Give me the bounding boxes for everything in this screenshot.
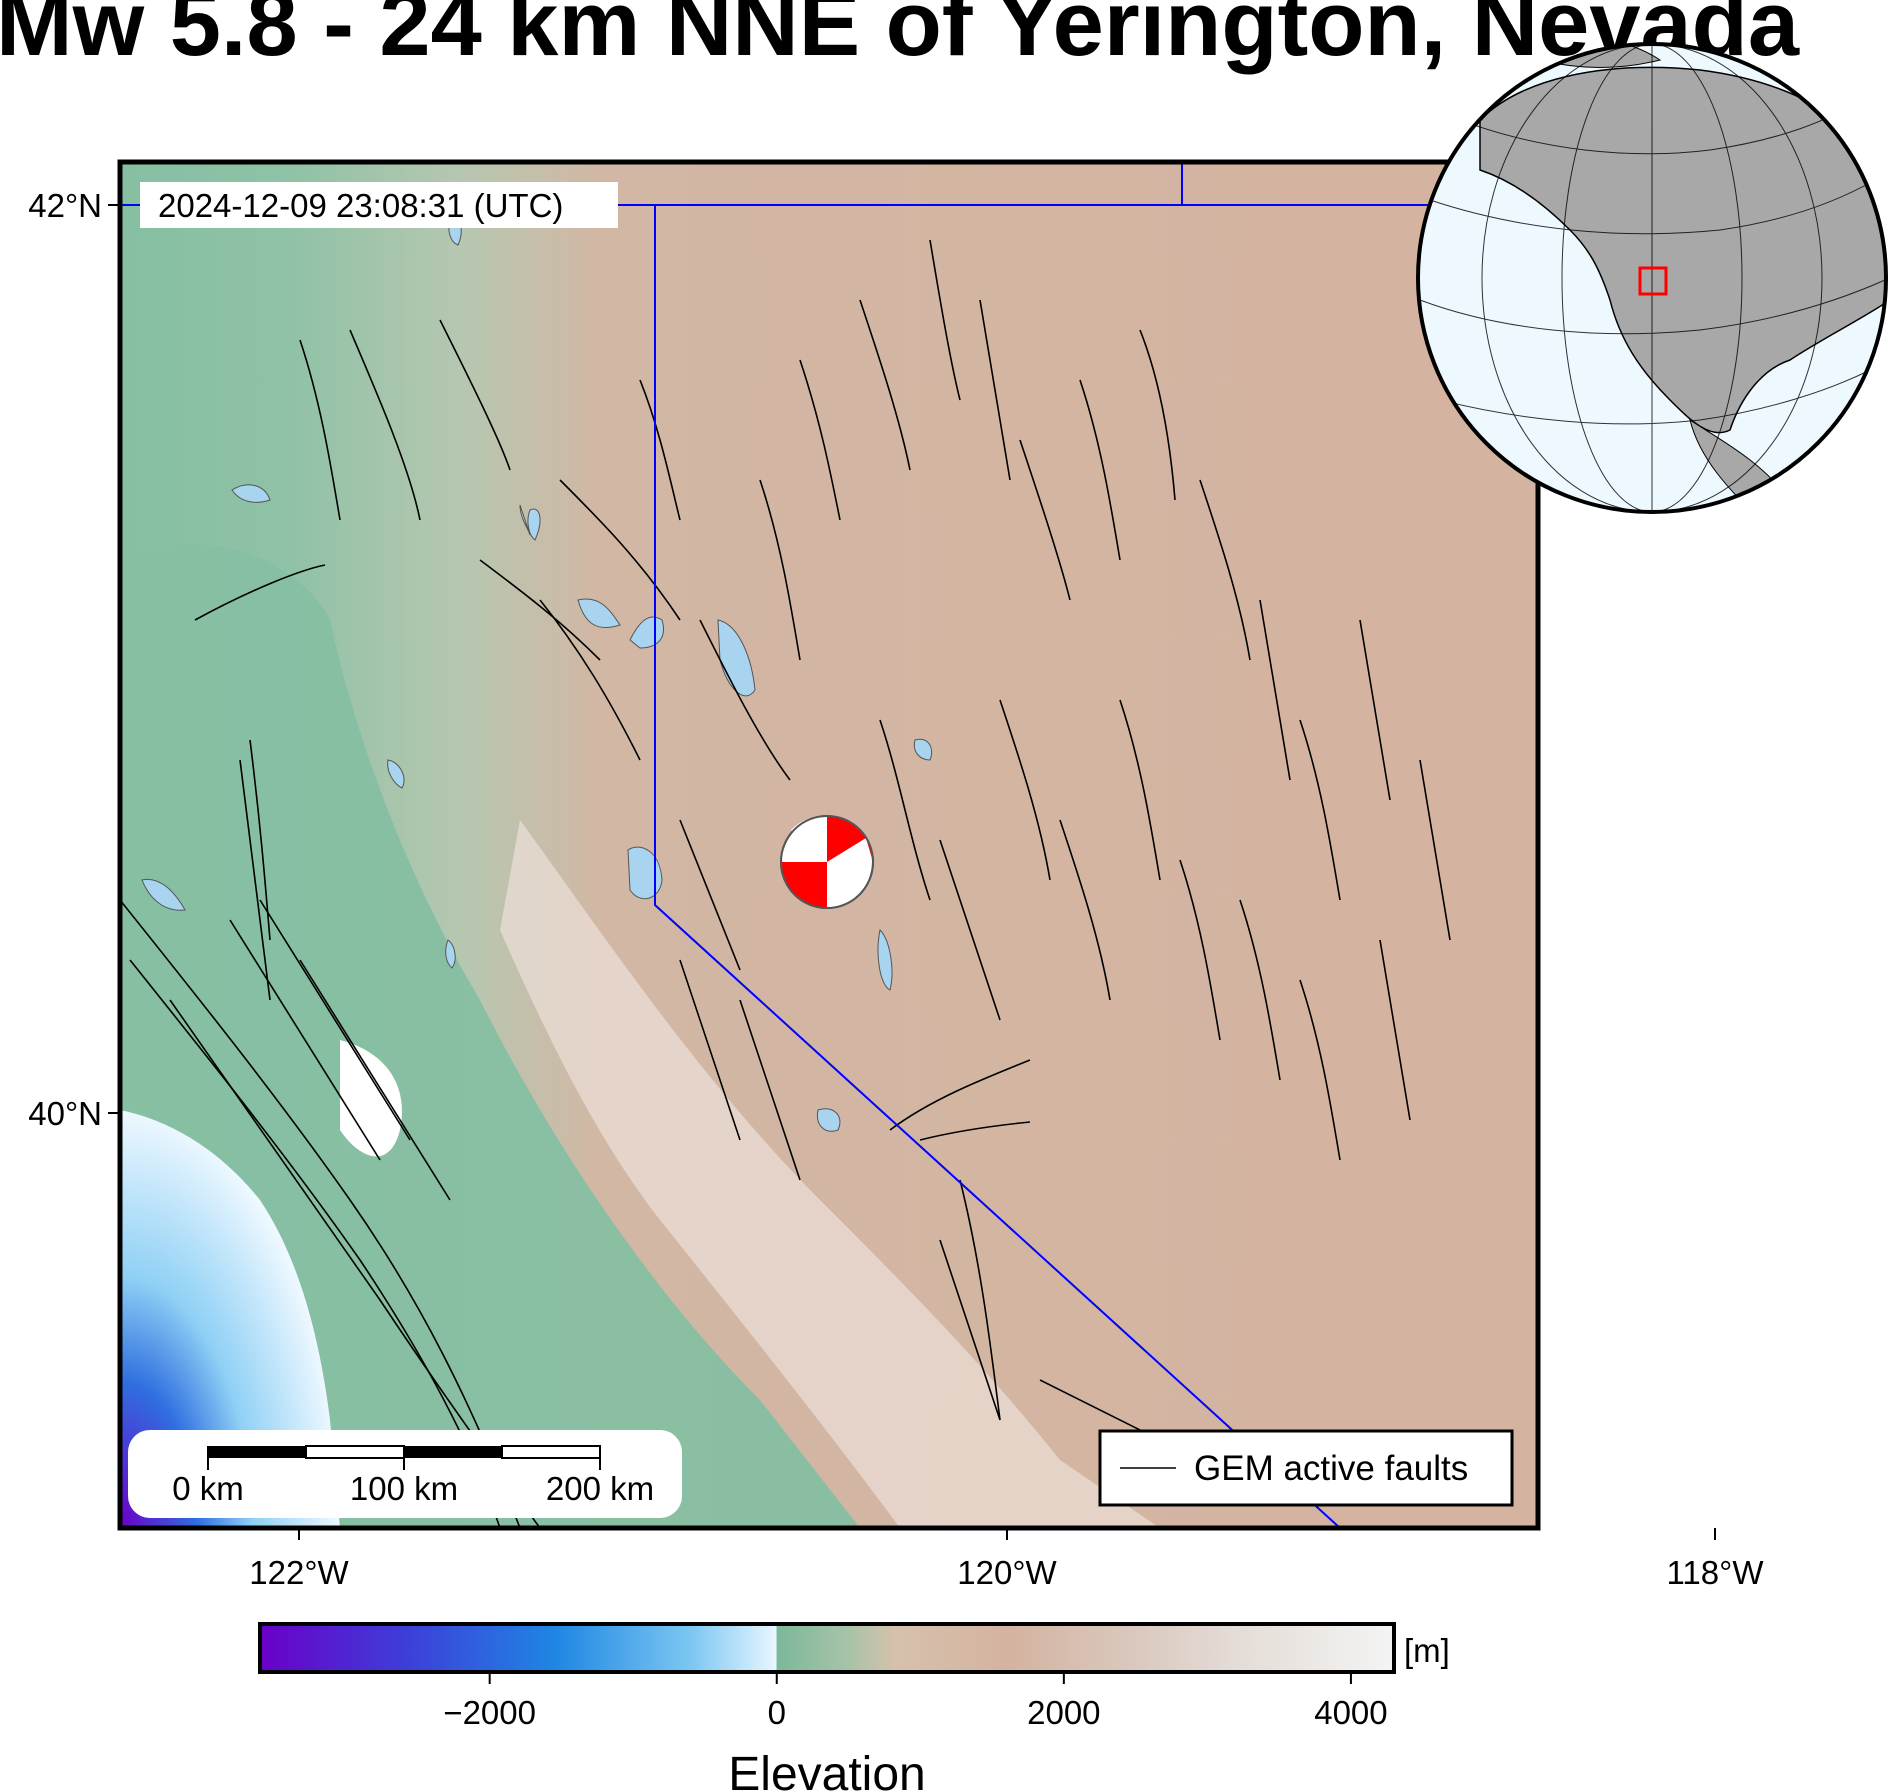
colorbar: −2000 0 2000 4000 [m] Elevation — [258, 1622, 1450, 1792]
sierra-nevada — [500, 820, 1160, 1528]
scale-bar: 0 km 100 km 200 km — [128, 1430, 682, 1518]
colorbar-tick-label: 4000 — [1314, 1694, 1387, 1731]
central-valley — [120, 543, 860, 1528]
inset-north-america — [1479, 66, 1886, 434]
pacific-ocean — [120, 1110, 340, 1528]
scale-label-200: 200 km — [546, 1470, 654, 1507]
sf-bay — [340, 1040, 402, 1157]
colorbar-ramp — [258, 1622, 1396, 1674]
colorbar-title: Elevation — [728, 1748, 925, 1792]
scale-label-100: 100 km — [350, 1470, 458, 1507]
lat-tick-label: 40°N — [28, 1095, 102, 1132]
timestamp-box: 2024-12-09 23:08:31 (UTC) — [140, 182, 618, 228]
focal-mechanism-beachball[interactable] — [780, 815, 874, 909]
inset-globe — [1416, 42, 1888, 514]
scale-label-0: 0 km — [172, 1470, 244, 1507]
lat-tick-label: 42°N — [28, 187, 102, 224]
lon-tick-label: 122°W — [249, 1554, 349, 1591]
latitude-axis: 42°N40°N38°N — [28, 187, 120, 1132]
colorbar-tick-label: −2000 — [443, 1694, 536, 1731]
legend: GEM active faults — [1098, 1429, 1514, 1507]
fault-lines — [120, 239, 1451, 1528]
timestamp-text: 2024-12-09 23:08:31 (UTC) — [158, 187, 563, 224]
map-title: Mw 5.8 - 24 km NNE of Yerington, Nevada — [0, 0, 1800, 75]
map-frame — [117, 159, 1541, 1531]
colorbar-tick-label: 2000 — [1027, 1694, 1100, 1731]
colorbar-unit: [m] — [1404, 1632, 1450, 1669]
lon-tick-label: 120°W — [957, 1554, 1057, 1591]
colorbar-tick-label: 0 — [768, 1694, 786, 1731]
colorbar-ticks: −2000 0 2000 4000 — [443, 1672, 1388, 1731]
legend-label: GEM active faults — [1194, 1449, 1468, 1488]
inset-location-box — [1638, 266, 1668, 296]
lon-tick-label: 118°W — [1667, 1554, 1765, 1591]
